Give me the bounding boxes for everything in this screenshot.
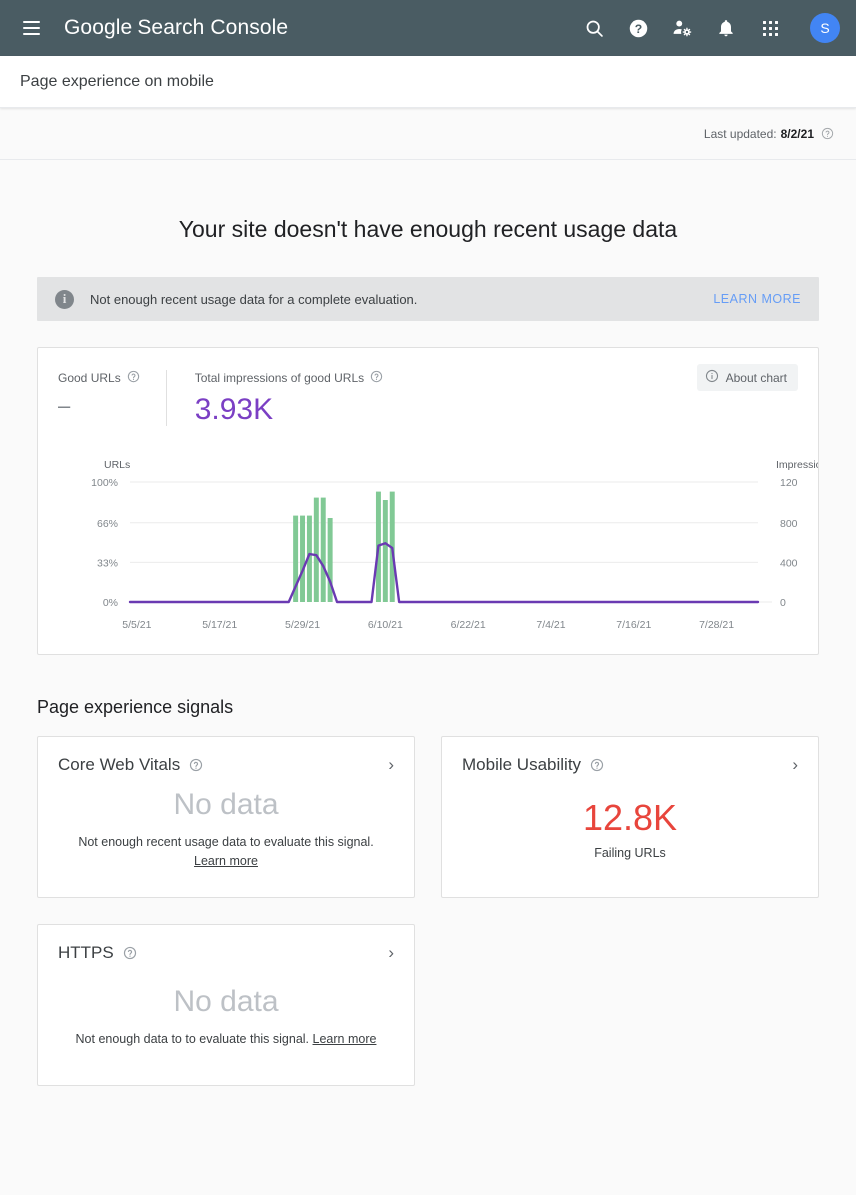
svg-text:5/29/21: 5/29/21 — [285, 619, 320, 631]
metric-good-urls: Good URLs – — [58, 370, 166, 417]
info-icon: i — [55, 289, 74, 309]
chart-card: About chart Good URLs – — [37, 347, 819, 655]
last-updated-label: Last updated: — [703, 126, 777, 141]
svg-text:100%: 100% — [91, 477, 118, 489]
svg-text:URLs: URLs — [104, 459, 130, 471]
learn-more-link[interactable]: LEARN MORE — [713, 292, 801, 306]
help-icon[interactable]: ? — [626, 16, 650, 40]
svg-text:120: 120 — [780, 477, 798, 489]
svg-text:33%: 33% — [97, 557, 118, 569]
svg-text:6/10/21: 6/10/21 — [368, 619, 403, 631]
brand-title: Google Search Console — [64, 16, 288, 40]
signal-value: No data — [173, 787, 279, 821]
about-chart-button[interactable]: About chart — [696, 364, 798, 391]
help-circle-icon[interactable] — [189, 758, 203, 772]
help-circle-icon[interactable] — [123, 946, 137, 960]
svg-text:6/22/21: 6/22/21 — [451, 619, 486, 631]
help-circle-icon[interactable] — [821, 127, 834, 140]
svg-text:5/17/21: 5/17/21 — [202, 619, 237, 631]
svg-text:800: 800 — [780, 517, 798, 529]
signal-title: Core Web Vitals — [58, 754, 181, 774]
help-circle-icon[interactable] — [127, 370, 140, 386]
main-content: Your site doesn't have enough recent usa… — [0, 160, 856, 1195]
chevron-right-icon[interactable]: › — [388, 755, 394, 774]
info-circle-icon — [705, 369, 719, 386]
brand-google: Google — [64, 16, 133, 39]
signal-card-mobile-usability[interactable]: Mobile Usability › 12.8K Failing URLs — [441, 735, 819, 898]
info-banner: i Not enough recent usage data for a com… — [37, 277, 819, 321]
signal-title: HTTPS — [58, 942, 114, 962]
signal-note: Failing URLs — [594, 846, 666, 861]
empty-grid-cell — [441, 924, 819, 1086]
signal-value: No data — [173, 985, 279, 1019]
page-title-bar: Page experience on mobile — [0, 56, 856, 108]
search-icon[interactable] — [582, 16, 606, 40]
last-updated-strip: Last updated: 8/2/21 — [0, 108, 856, 160]
chevron-right-icon[interactable]: › — [388, 943, 394, 962]
app-bar-actions: ? S — [582, 13, 840, 43]
signals-grid: Core Web Vitals › No data Not enough rec… — [37, 735, 819, 898]
usage-chart: URLs Impressions 100% 120 66% 800 33% 400 0% 0 5/5… — [91, 459, 818, 631]
signal-body: 12.8K Failing URLs — [462, 783, 798, 875]
avatar[interactable]: S — [810, 13, 840, 43]
svg-text:400: 400 — [780, 557, 798, 569]
info-banner-text: Not enough recent usage data for a compl… — [90, 291, 418, 307]
signal-value: 12.8K — [582, 796, 678, 838]
account-settings-icon[interactable] — [670, 16, 694, 40]
signal-card-core-web-vitals[interactable]: Core Web Vitals › No data Not enough rec… — [37, 735, 415, 898]
svg-text:0%: 0% — [103, 597, 118, 609]
svg-text:Impressions: Impressions — [776, 459, 818, 471]
signal-note-text: Not enough recent usage data to evaluate… — [78, 834, 374, 849]
chart-plot-area[interactable]: URLs Impressions 100% 120 66% 800 33% 400 0% 0 5/5… — [38, 454, 818, 654]
svg-text:7/4/21: 7/4/21 — [536, 619, 565, 631]
signal-note-text: Not enough data to to evaluate this sign… — [75, 1032, 310, 1047]
about-chart-label: About chart — [725, 370, 787, 385]
help-circle-icon[interactable] — [370, 370, 383, 386]
chevron-right-icon[interactable]: › — [792, 755, 798, 774]
good-urls-text: Good URLs — [58, 371, 121, 385]
hamburger-menu-icon[interactable] — [16, 13, 46, 43]
metric-good-urls-value: – — [58, 393, 71, 418]
signal-header: Core Web Vitals › — [58, 755, 394, 775]
headline: Your site doesn't have enough recent usa… — [178, 216, 678, 242]
signal-note: Not enough recent usage data to evaluate… — [78, 833, 373, 871]
metric-impressions-value: 3.93K — [194, 393, 274, 426]
last-updated-date: 8/2/21 — [780, 126, 814, 141]
metric-impressions: Total impressions of good URLs 3.93K — [165, 370, 409, 426]
signal-header: Mobile Usability › — [462, 755, 798, 775]
signal-card-https[interactable]: HTTPS › No data Not enough data to to ev… — [37, 923, 415, 1086]
signal-header: HTTPS › — [58, 943, 394, 963]
signal-body: No data Not enough recent usage data to … — [58, 783, 394, 875]
app-bar: Google Search Console ? — [0, 0, 856, 56]
impressions-text: Total impressions of good URLs — [194, 371, 365, 385]
learn-more-link[interactable]: Learn more — [194, 853, 258, 868]
learn-more-link[interactable]: Learn more — [312, 1032, 377, 1047]
apps-grid-icon[interactable] — [758, 16, 782, 40]
svg-text:5/5/21: 5/5/21 — [122, 619, 151, 631]
svg-text:0: 0 — [780, 597, 786, 609]
signal-title: Mobile Usability — [462, 754, 582, 774]
brand-product: Search Console — [137, 16, 289, 39]
signal-note: Not enough data to to evaluate this sign… — [76, 1030, 377, 1049]
page-title: Page experience on mobile — [20, 72, 214, 90]
chart-header: Good URLs – Total impressions — [38, 370, 818, 426]
metric-good-urls-label: Good URLs — [58, 370, 140, 386]
signals-section-title: Page experience signals — [37, 696, 234, 717]
content-wrap: i Not enough recent usage data for a com… — [37, 277, 819, 1086]
svg-text:7/28/21: 7/28/21 — [699, 619, 734, 631]
metric-impressions-label: Total impressions of good URLs — [195, 370, 383, 386]
svg-text:66%: 66% — [97, 517, 118, 529]
signal-body: No data Not enough data to to evaluate t… — [58, 971, 394, 1063]
notifications-icon[interactable] — [714, 16, 738, 40]
svg-text:?: ? — [634, 21, 641, 35]
help-circle-icon[interactable] — [590, 758, 604, 772]
svg-text:7/16/21: 7/16/21 — [616, 619, 651, 631]
signals-grid-row2: HTTPS › No data Not enough data to to ev… — [37, 923, 819, 1086]
